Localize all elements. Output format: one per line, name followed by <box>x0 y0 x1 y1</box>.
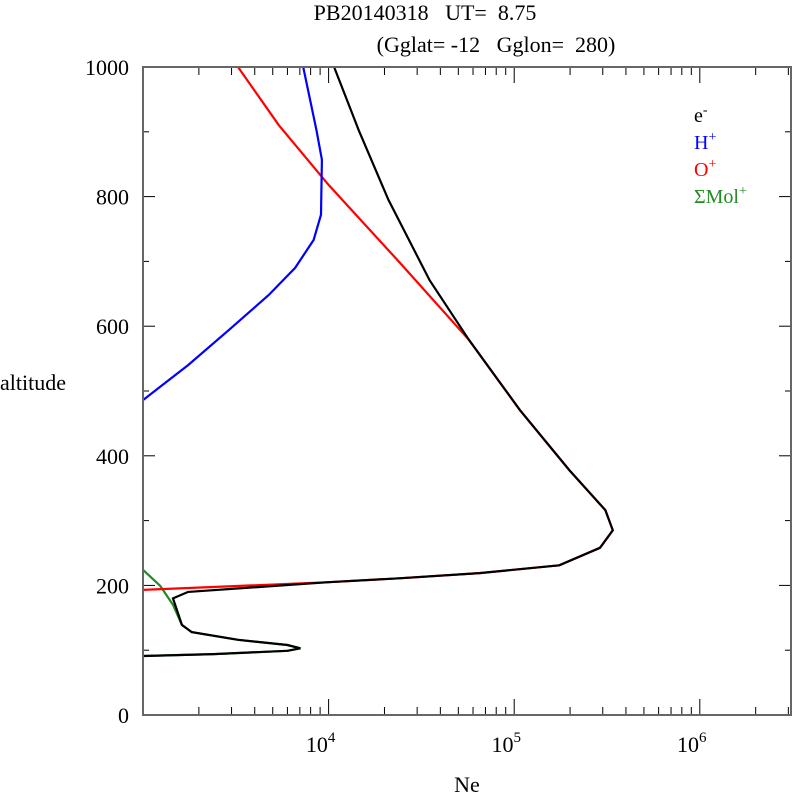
series-line-e <box>142 66 615 658</box>
x-tick-label: 105 <box>491 730 521 757</box>
legend-entry: ΣMol+ <box>694 184 747 208</box>
series-line-o <box>142 66 615 591</box>
chart-title-line1: PB20140318 UT= 8.75 <box>314 0 537 25</box>
y-tick-label: 0 <box>118 703 129 728</box>
y-tick-label: 1000 <box>85 55 129 80</box>
plot-frame <box>142 66 792 716</box>
y-tick-label: 800 <box>96 185 129 210</box>
legend-entry: O+ <box>694 157 716 181</box>
y-tick-label: 200 <box>96 573 129 598</box>
chart-title-line2: (Gglat= -12 Gglon= 280) <box>377 32 616 57</box>
series-line-h <box>142 66 324 401</box>
x-tick-label: 104 <box>306 730 336 757</box>
x-axis-label: Ne <box>454 772 480 796</box>
x-tick-label: 106 <box>677 730 707 757</box>
y-axis-label: altitude <box>0 370 66 395</box>
y-tick-label: 400 <box>96 444 129 469</box>
legend-entry: H+ <box>694 130 716 154</box>
y-tick-label: 600 <box>96 314 129 339</box>
legend-entry: e- <box>694 103 708 127</box>
